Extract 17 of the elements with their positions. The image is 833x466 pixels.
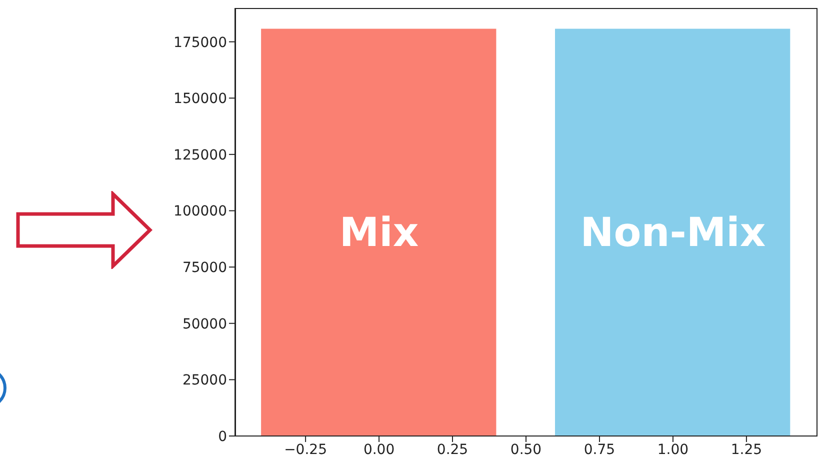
y-tick-label: 25000 (182, 372, 227, 389)
y-tick-label: 75000 (182, 260, 227, 276)
x-tick-label: 1.25 (730, 442, 762, 458)
x-tick-label: 0.75 (584, 442, 616, 458)
y-tick-label: 150000 (174, 91, 227, 108)
x-tick-label: −0.25 (284, 442, 327, 458)
x-tick-label: 0.00 (363, 442, 395, 458)
y-tick-label: 50000 (182, 316, 227, 332)
annotation: Non-Mix (580, 210, 766, 256)
y-tick-label: 125000 (174, 147, 227, 164)
x-tick-label: 0.25 (436, 442, 468, 458)
x-tick-label: 1.00 (657, 442, 689, 458)
annotation: Mix (339, 210, 419, 256)
x-tick-label: 0.50 (510, 442, 542, 458)
y-tick-label: 175000 (174, 34, 227, 51)
y-tick-label: 0 (218, 428, 227, 445)
y-tick-label: 100000 (174, 204, 227, 220)
